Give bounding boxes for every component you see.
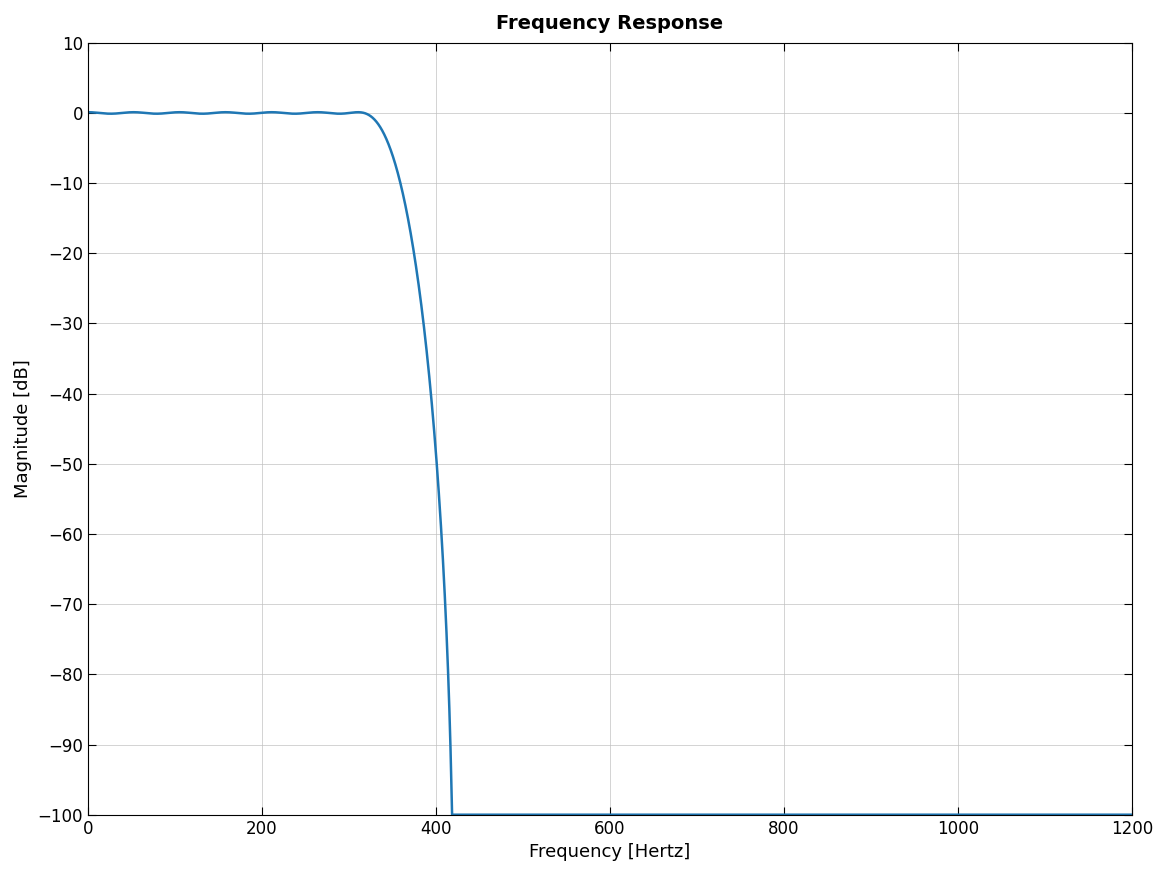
Y-axis label: Magnitude [dB]: Magnitude [dB] bbox=[14, 360, 32, 498]
X-axis label: Frequency [Hertz]: Frequency [Hertz] bbox=[530, 844, 691, 861]
Title: Frequency Response: Frequency Response bbox=[496, 14, 724, 33]
